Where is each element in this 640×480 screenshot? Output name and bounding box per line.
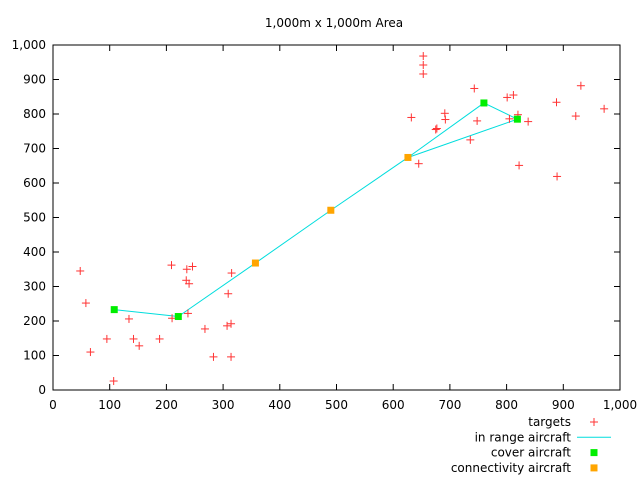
target-point — [224, 289, 233, 298]
y-tick-label: 200 — [23, 314, 46, 328]
target-point — [515, 161, 524, 170]
x-tick-label: 100 — [98, 398, 121, 412]
target-point — [223, 321, 232, 330]
in-range-segment — [255, 209, 332, 264]
connectivity-aircraft-point — [327, 206, 335, 214]
cover-aircraft-point — [174, 313, 182, 321]
target-point — [227, 319, 236, 328]
legend-label: connectivity aircraft — [451, 461, 571, 475]
target-point — [470, 84, 479, 93]
target-point — [524, 117, 533, 126]
legend-entry: connectivity aircraft — [451, 461, 598, 475]
target-point — [182, 265, 191, 274]
target-point — [135, 341, 144, 350]
target-point — [419, 52, 428, 61]
target-point — [129, 334, 138, 343]
y-tick-label: 900 — [23, 73, 46, 87]
in-range-segment — [407, 118, 518, 158]
legend-entry: targets — [528, 415, 598, 429]
in-range-segment — [178, 262, 256, 317]
target-point — [188, 262, 197, 271]
legend-entry: cover aircraft — [491, 446, 598, 460]
y-tick-label: 500 — [23, 211, 46, 225]
y-tick-label: 800 — [23, 107, 46, 121]
target-point — [503, 93, 512, 102]
legend-label: targets — [528, 415, 571, 429]
legend-label: cover aircraft — [491, 446, 571, 460]
target-markers — [76, 52, 609, 386]
x-tick-label: 1,000 — [603, 398, 637, 412]
y-tick-label: 400 — [23, 245, 46, 259]
target-point — [185, 279, 194, 288]
y-tick-label: 600 — [23, 176, 46, 190]
legend-label: in range aircraft — [475, 430, 572, 444]
target-point — [102, 334, 111, 343]
target-point — [441, 115, 450, 124]
target-point — [571, 112, 580, 121]
target-point — [432, 124, 441, 133]
y-tick-label: 100 — [23, 349, 46, 363]
x-tick-label: 800 — [495, 398, 518, 412]
in-range-segment — [330, 157, 409, 211]
aircraft-markers — [110, 99, 521, 321]
target-point — [466, 135, 475, 144]
target-point — [76, 266, 85, 275]
in-range-segment — [114, 309, 179, 318]
target-point — [414, 159, 423, 168]
cover-aircraft-point — [480, 99, 488, 107]
x-tick-label: 500 — [325, 398, 348, 412]
target-point — [473, 116, 482, 125]
y-tick-label: 300 — [23, 280, 46, 294]
x-tick-label: 600 — [382, 398, 405, 412]
target-point — [124, 314, 133, 323]
target-point — [167, 261, 176, 270]
target-point — [419, 69, 428, 78]
y-tick-label: 0 — [38, 383, 46, 397]
x-tick-label: 400 — [268, 398, 291, 412]
in-range-aircraft-lines — [114, 102, 518, 318]
y-tick-label: 1,000 — [12, 38, 46, 52]
legend-entry: in range aircraft — [475, 430, 611, 444]
x-tick-label: 700 — [438, 398, 461, 412]
target-point — [600, 104, 609, 113]
target-point — [86, 348, 95, 357]
target-point — [200, 324, 209, 333]
in-range-segment — [483, 102, 518, 120]
target-point — [440, 109, 449, 118]
legend-square-swatch — [590, 464, 598, 472]
plot-frame — [52, 44, 621, 391]
x-tick-label: 0 — [49, 398, 57, 412]
legend-square-swatch — [590, 449, 598, 457]
cover-aircraft-point — [513, 115, 521, 123]
target-point — [81, 299, 90, 308]
target-point — [509, 91, 518, 100]
axes: 0 100 200 300 400 500 600 700 800 900 1,000 0 100 200… — [12, 38, 638, 412]
target-point — [552, 98, 561, 107]
target-point — [553, 172, 562, 181]
x-tick-label: 900 — [552, 398, 575, 412]
chart-title: 1,000m x 1,000m Area — [265, 16, 403, 30]
legend-plus-swatch — [590, 418, 598, 426]
x-tick-label: 300 — [212, 398, 235, 412]
target-point — [109, 377, 118, 386]
connectivity-aircraft-point — [251, 259, 259, 267]
x-tick-label: 200 — [155, 398, 178, 412]
target-point — [431, 125, 440, 134]
cover-aircraft-point — [110, 306, 118, 314]
target-point — [168, 314, 177, 323]
y-tick-label: 700 — [23, 142, 46, 156]
target-point — [183, 309, 192, 318]
connectivity-aircraft-point — [404, 153, 412, 161]
target-point — [227, 269, 236, 278]
target-point — [209, 352, 218, 361]
target-point — [419, 61, 428, 70]
target-point — [227, 352, 236, 361]
target-point — [407, 113, 416, 122]
target-point — [576, 81, 585, 90]
in-range-segment — [407, 102, 485, 158]
target-point — [505, 114, 514, 123]
target-point — [155, 334, 164, 343]
